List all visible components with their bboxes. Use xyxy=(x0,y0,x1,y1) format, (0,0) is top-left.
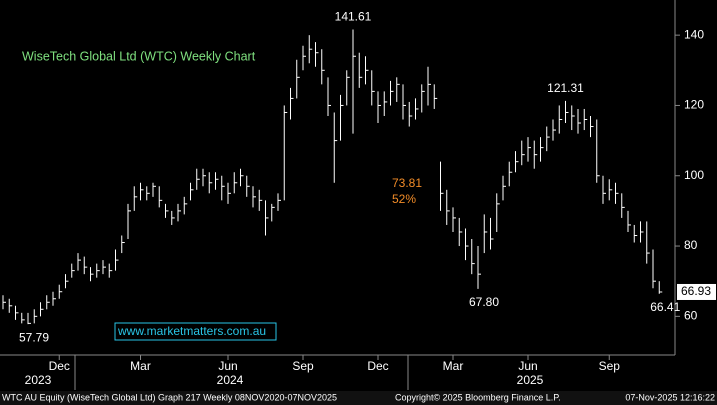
year-label: 2024 xyxy=(217,373,244,387)
x-tick-label: Dec xyxy=(367,359,388,373)
x-tick-label: Dec xyxy=(49,359,70,373)
last-price-label: 66.93 xyxy=(681,284,711,298)
value-label: 141.61 xyxy=(335,10,372,24)
x-tick-label: Mar xyxy=(443,359,464,373)
watermark-box xyxy=(114,322,277,341)
x-tick-label: Jun xyxy=(518,359,537,373)
value-label: 57.79 xyxy=(19,330,49,344)
y-tick-label: 100 xyxy=(684,168,704,182)
value-label: 66.41 xyxy=(650,300,680,314)
x-tick-label: Sep xyxy=(292,359,314,373)
note: 73.81 xyxy=(392,176,422,190)
footer: Copyright© 2025 Bloomberg Finance L.P. xyxy=(395,392,561,402)
y-tick-label: 60 xyxy=(684,309,698,323)
x-tick-label: Sep xyxy=(599,359,621,373)
x-tick-label: Jun xyxy=(218,359,237,373)
footer: 07-Nov-2025 12:16:22 xyxy=(625,392,715,402)
last-price-tag xyxy=(677,283,716,300)
value-label: 67.80 xyxy=(469,295,499,309)
chart-title: WiseTech Global Ltd (WTC) Weekly Chart xyxy=(22,49,256,63)
x-tick-label: Mar xyxy=(130,359,151,373)
year-label: 2025 xyxy=(517,373,544,387)
year-label: 2023 xyxy=(25,373,52,387)
watermark: www.marketmatters.com.au xyxy=(117,324,266,338)
y-tick-label: 120 xyxy=(684,98,704,112)
value-label: 121.31 xyxy=(547,81,584,95)
y-tick-label: 140 xyxy=(684,27,704,41)
footer: WTC AU Equity (WiseTech Global Ltd) Grap… xyxy=(2,392,337,402)
footer-bar xyxy=(0,391,717,405)
y-tick-label: 80 xyxy=(684,238,698,252)
note: 52% xyxy=(392,192,416,206)
